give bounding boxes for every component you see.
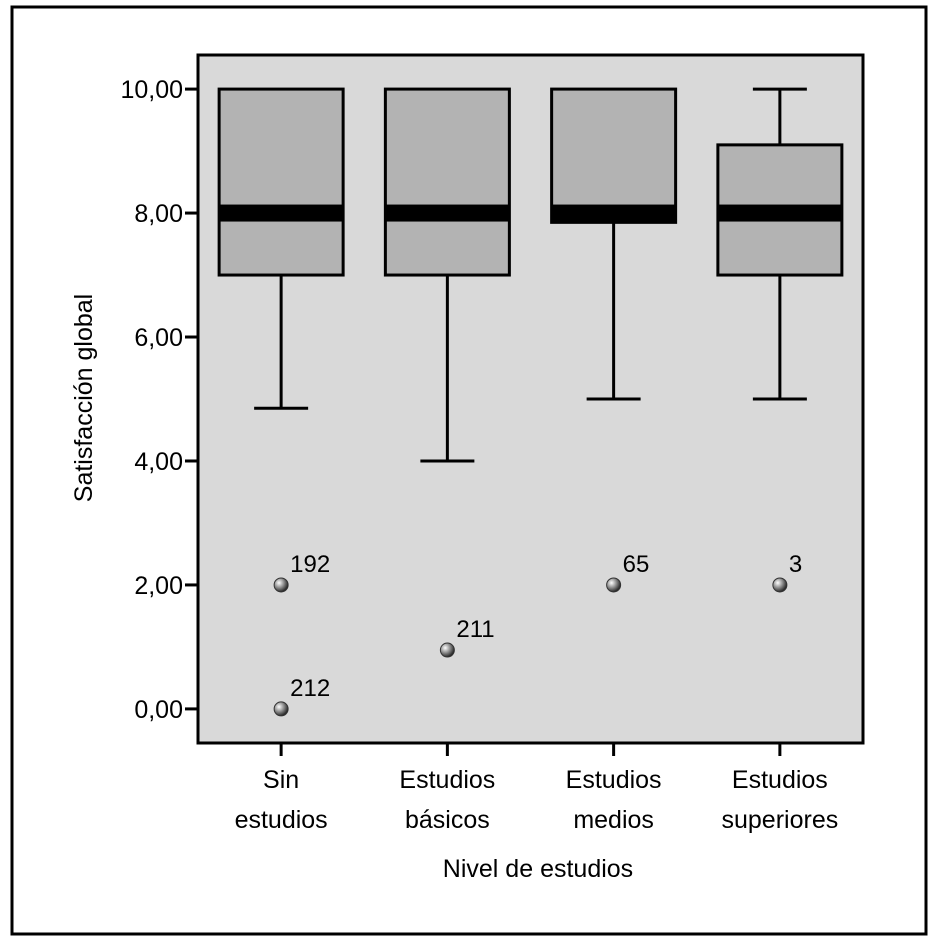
- outlier-label: 192: [290, 551, 330, 578]
- x-tick-label: Estudios: [732, 766, 828, 794]
- y-tick-label: 10,00: [120, 76, 183, 104]
- x-tick-label: Sin: [263, 766, 299, 794]
- x-tick-label: Estudios: [399, 766, 495, 794]
- box-group: 211: [383, 87, 511, 658]
- outlier-point: [606, 577, 622, 593]
- y-tick-label: 4,00: [134, 448, 183, 476]
- outlier-point: [772, 577, 788, 593]
- y-axis-title: Satisfacción global: [70, 294, 98, 502]
- outlier-point: [439, 642, 455, 658]
- y-tick-label: 8,00: [134, 200, 183, 228]
- outlier-point: [273, 577, 289, 593]
- boxes: 192 212 211 65 3: [217, 87, 844, 717]
- box-iqr: [550, 87, 678, 224]
- outlier-label: 212: [290, 675, 330, 702]
- x-axis: Sin estudios Estudios básicos Estudios medios…: [235, 743, 839, 834]
- outlier-point: [273, 701, 289, 717]
- box-group: 3: [716, 87, 844, 593]
- box-iqr: [217, 87, 345, 277]
- x-tick-label: Estudios: [566, 766, 662, 794]
- outlier-label: 211: [456, 616, 494, 643]
- box-group: 65: [550, 87, 678, 593]
- median-line: [385, 204, 510, 222]
- median-line: [219, 204, 344, 222]
- x-tick-label: superiores: [722, 806, 839, 834]
- box-group: 192 212: [217, 87, 345, 717]
- outlier-label: 3: [789, 551, 802, 578]
- x-tick-label: estudios: [235, 806, 328, 834]
- box-iqr: [383, 87, 511, 277]
- median-line: [551, 204, 676, 222]
- y-tick-label: 0,00: [134, 696, 183, 724]
- x-tick-label: básicos: [405, 806, 490, 834]
- y-axis: 0,00 2,00 4,00 6,00 8,00 10,00: [120, 76, 198, 724]
- median-line: [717, 204, 842, 222]
- x-tick-label: medios: [573, 806, 654, 834]
- outlier-label: 65: [623, 551, 650, 578]
- x-axis-title: Nivel de estudios: [443, 855, 633, 883]
- y-tick-label: 2,00: [134, 572, 183, 600]
- y-tick-label: 6,00: [134, 324, 183, 352]
